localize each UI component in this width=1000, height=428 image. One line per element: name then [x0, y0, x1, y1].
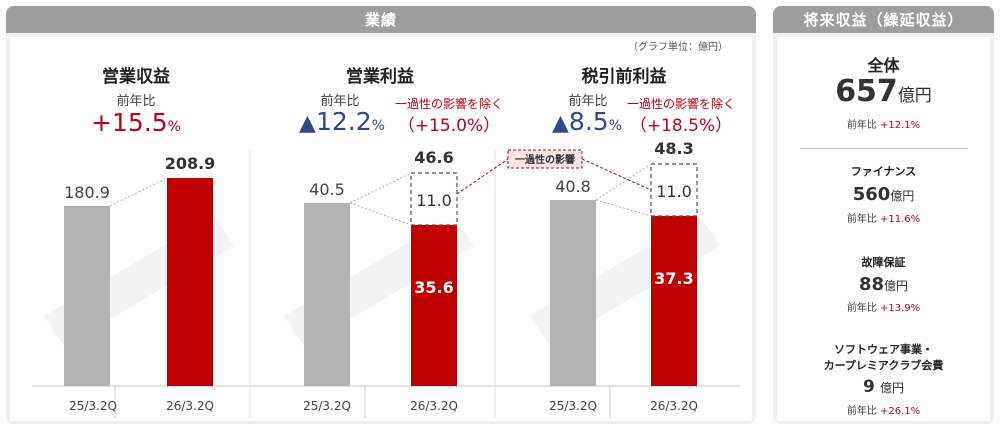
finance-unit: 億円 [890, 189, 915, 203]
one-time-value-label: 11.0 [416, 191, 452, 210]
bar-current [167, 178, 213, 386]
yoy-pct: % [608, 118, 622, 134]
software-unit: 億円 [879, 381, 904, 395]
bridge-connector [456, 158, 509, 195]
yoy-pretax-profit: ▲8.5% [532, 107, 642, 136]
connector-line [109, 177, 168, 207]
finance-yoy-label: 前年比 [846, 214, 877, 225]
yoy-pct: % [371, 118, 385, 134]
yoy-pct: % [167, 119, 181, 135]
excl-value-pretax-profit: （+18.5%） [629, 116, 733, 136]
software-yoy: 前年比 +26.1% [777, 402, 990, 417]
total-yoy-label: 前年比 [846, 120, 877, 131]
bar-current [411, 225, 457, 386]
bar-prev [550, 200, 596, 386]
bar-prev [304, 202, 350, 386]
col-title-op-profit: 営業利益 [346, 67, 414, 87]
warranty-yoy: 前年比 +13.9% [777, 299, 990, 314]
finance-number: 560 [852, 184, 891, 205]
deferred-revenue-body [777, 37, 990, 421]
decrease-triangle-icon: ▲ [552, 111, 569, 136]
warranty-unit: 億円 [884, 279, 909, 293]
decrease-triangle-icon: ▲ [299, 111, 316, 136]
one-time-effect-box [410, 172, 458, 226]
value-label-current: 48.3 [654, 139, 693, 158]
bar-prev [64, 206, 110, 386]
finance-yoy: 前年比 +11.6% [777, 210, 990, 225]
total-yoy-pct: +12.1% [880, 120, 921, 131]
bridge-label: 一過性の影響 [515, 153, 575, 166]
results-header: 業績 [6, 6, 756, 33]
yoy-label-op-profit: 前年比 [320, 94, 360, 109]
bridge-label-box [507, 149, 583, 169]
excl-value-op-profit: （+15.0%） [397, 116, 501, 136]
software-yoy-label: 前年比 [846, 406, 877, 417]
value-label-current: 46.6 [414, 148, 453, 167]
yoy-op-profit: ▲12.2% [282, 107, 402, 136]
bar-current [651, 216, 697, 386]
warranty-value: 88億円 [777, 274, 990, 295]
warranty-yoy-label: 前年比 [846, 303, 877, 314]
warranty-yoy-pct: +13.9% [880, 303, 921, 314]
deferred-revenue-panel: 将来収益（繰延収益） [773, 6, 994, 424]
category-label: 26/3.2Q [410, 399, 458, 413]
category-label: 26/3.2Q [650, 399, 698, 413]
yoy-label-pretax-profit: 前年比 [568, 94, 608, 109]
software-title-line2: カープレミアクラブ会費 [823, 359, 944, 372]
one-time-effect-box [650, 163, 698, 217]
value-label-prev: 40.5 [309, 180, 345, 199]
warranty-title: 故障保証 [861, 256, 906, 269]
base-value-label: 35.6 [414, 278, 453, 297]
finance-title: ファイナンス [850, 165, 917, 178]
col-title-revenue: 営業収益 [102, 67, 170, 87]
yoy-value: 8.5 [568, 107, 609, 136]
connector-line [595, 163, 652, 201]
results-body [10, 37, 752, 421]
yoy-prefix: + [91, 108, 112, 137]
total-title: 全体 [867, 56, 900, 75]
total-value: 657億円 [777, 74, 990, 109]
col-title-pretax-profit: 税引前利益 [581, 67, 667, 87]
connector-line [349, 202, 412, 226]
value-label-prev: 40.8 [555, 177, 591, 196]
total-unit: 億円 [897, 86, 932, 106]
software-yoy-pct: +26.1% [880, 406, 921, 417]
total-number: 657 [835, 74, 898, 109]
category-label: 25/3.2Q [69, 399, 117, 413]
yoy-revenue: +15.5% [36, 108, 236, 137]
connector-line [595, 199, 652, 217]
excl-label-op-profit: 一過性の影響を除く [394, 97, 503, 111]
base-value-label: 37.3 [654, 269, 693, 288]
value-label-prev: 180.9 [64, 183, 110, 202]
software-title-line1: ソフトウェア事業・ [834, 343, 933, 356]
bridge-connector [581, 158, 652, 191]
excl-label-pretax-profit: 一過性の影響を除く [626, 97, 735, 111]
software-number: 9 [863, 377, 875, 397]
finance-yoy-pct: +11.6% [880, 214, 921, 225]
category-label: 25/3.2Q [549, 399, 597, 413]
total-yoy: 前年比 +12.1% [777, 116, 990, 131]
warranty-number: 88 [858, 274, 885, 295]
one-time-value-label: 11.0 [656, 182, 692, 201]
divider [800, 148, 968, 149]
finance-value: 560億円 [777, 184, 990, 205]
category-label: 25/3.2Q [303, 399, 351, 413]
yoy-value: 12.2 [315, 107, 372, 136]
unit-note: （グラフ単位：億円） [628, 42, 728, 53]
yoy-value: 15.5 [111, 108, 168, 137]
connector-line [349, 172, 412, 204]
yoy-label-revenue: 前年比 [116, 94, 156, 109]
results-panel: 業績 [6, 6, 756, 424]
value-label-current: 208.9 [165, 154, 216, 173]
deferred-revenue-header: 将来収益（繰延収益） [773, 6, 994, 33]
software-value: 9 億円 [777, 377, 990, 397]
category-label: 26/3.2Q [166, 399, 214, 413]
results-bar-charts: 180.9 208.9 25/3.2Q 26/3.2Q 40.5 11.0 35.6 46.6… [32, 139, 740, 418]
